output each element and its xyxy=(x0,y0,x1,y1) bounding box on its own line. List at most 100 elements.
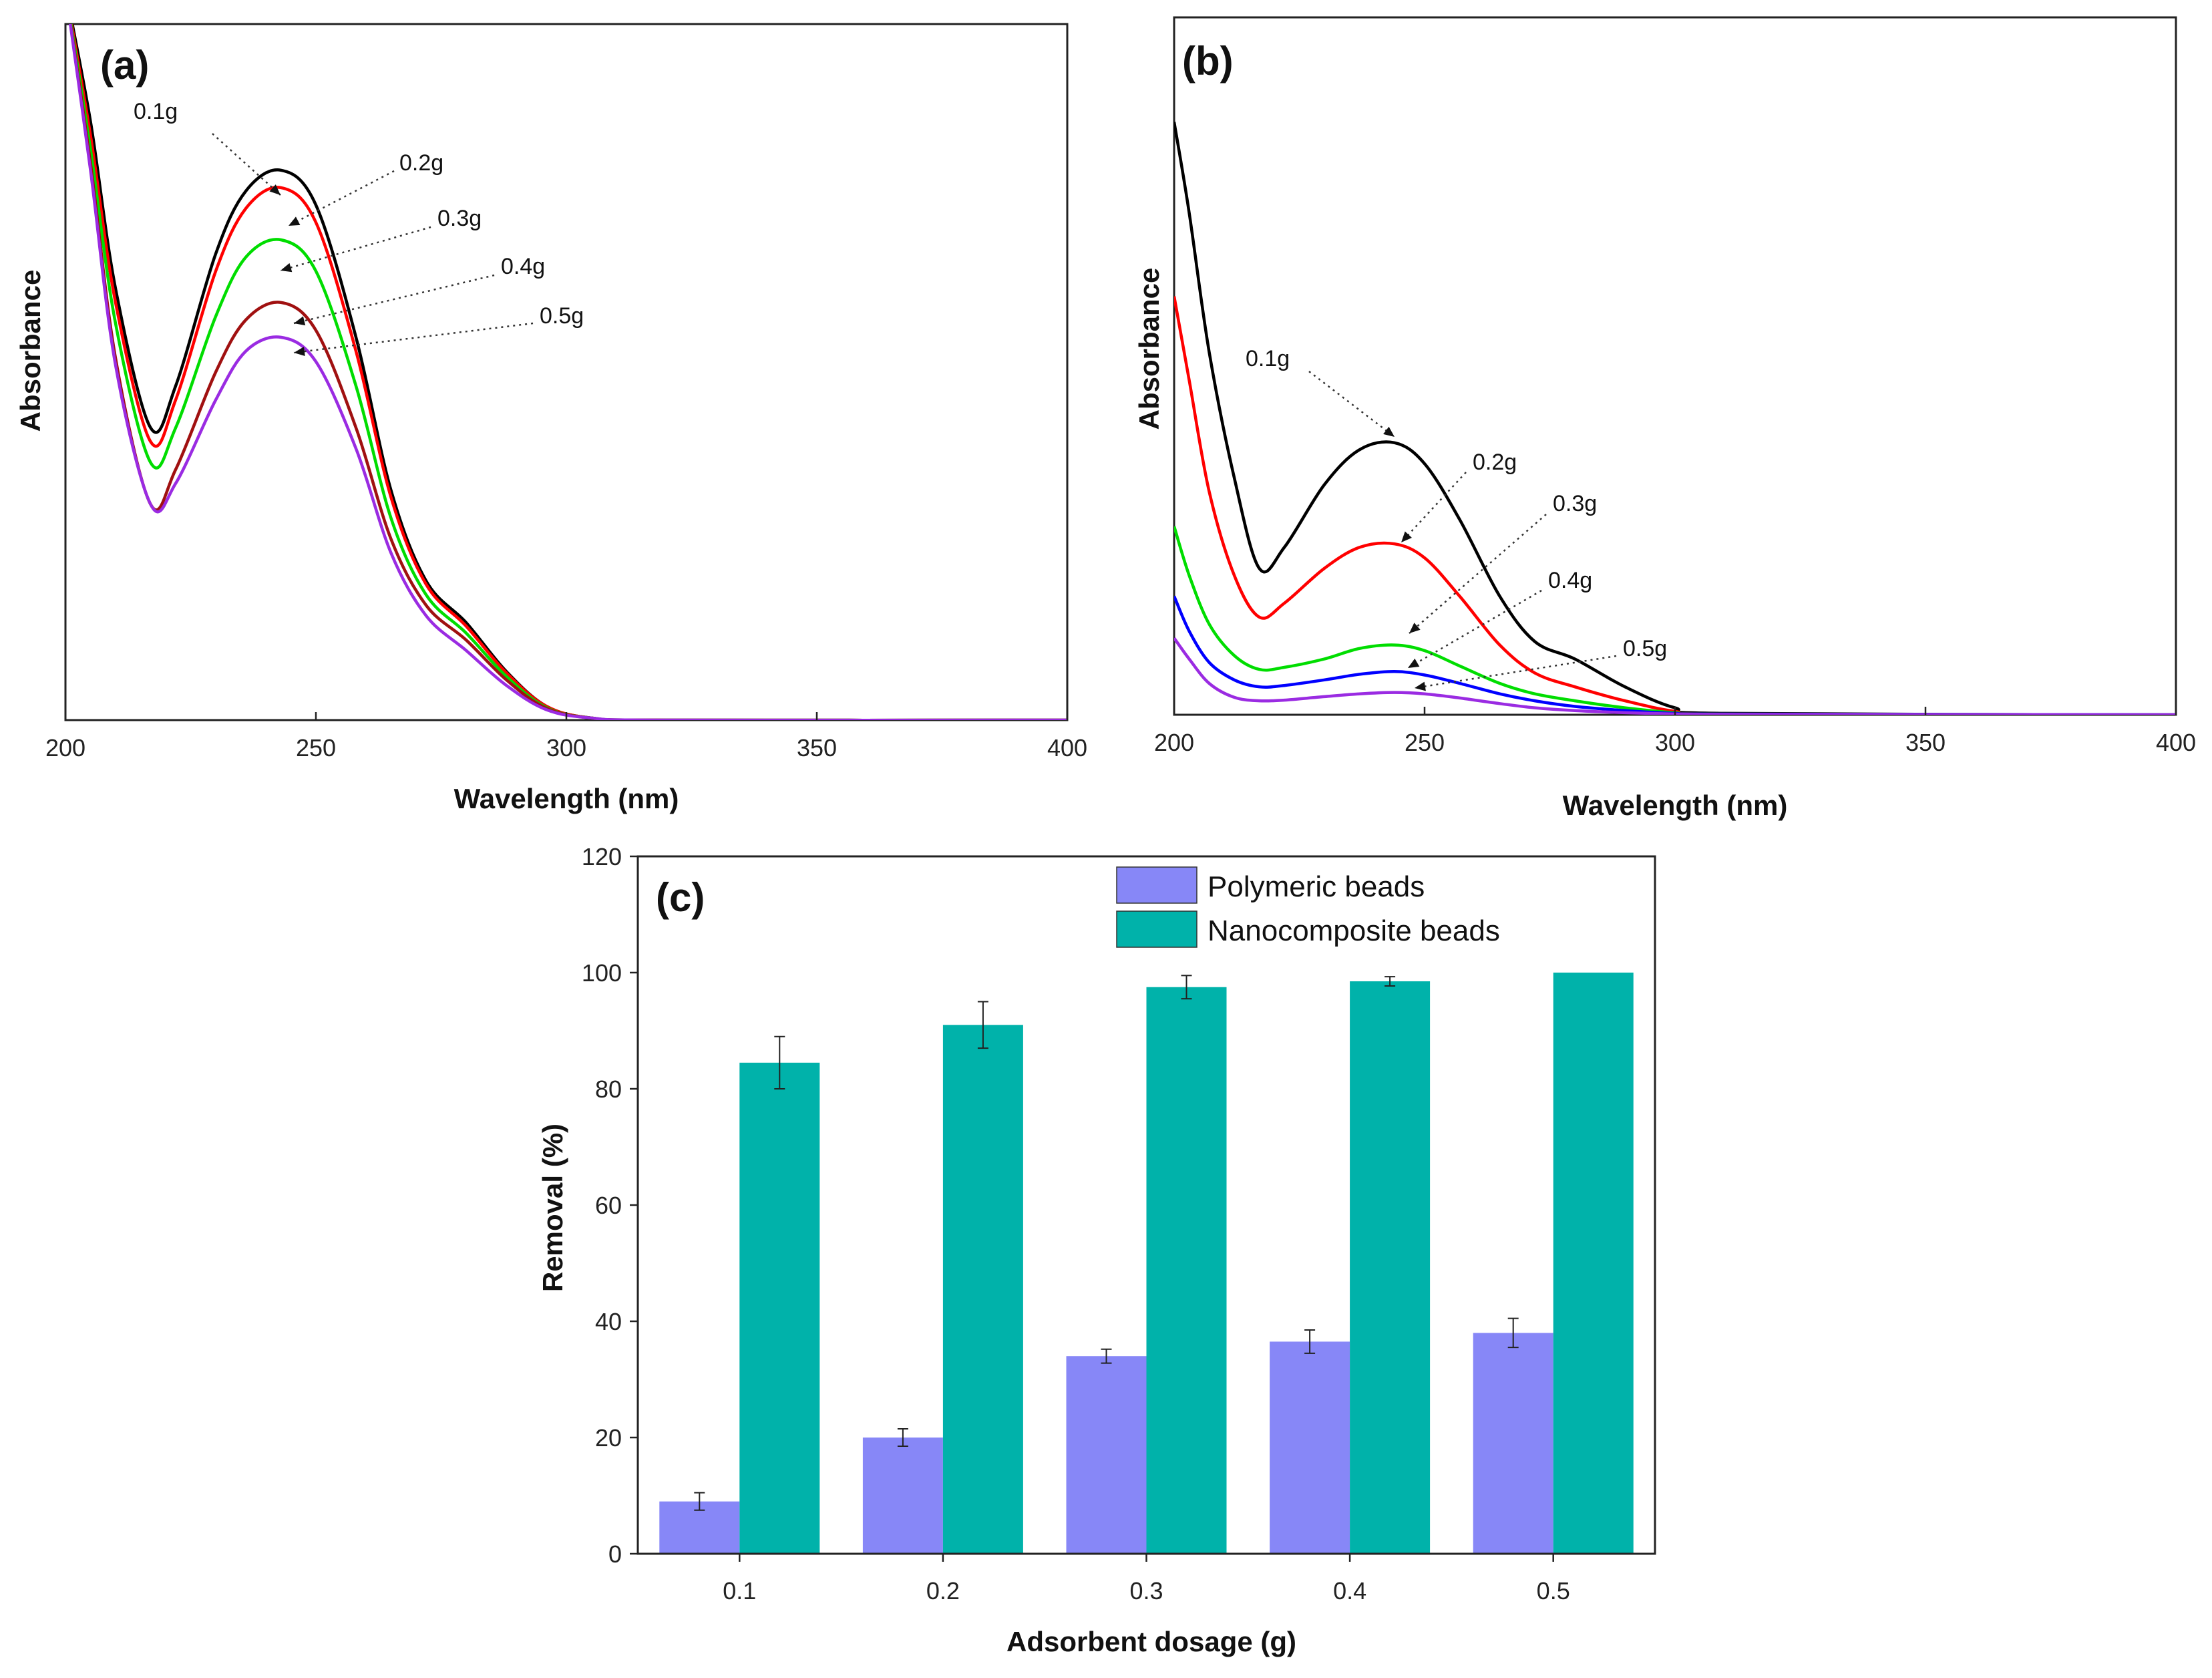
bar-nanocomposite-0.5 xyxy=(1553,973,1634,1554)
x-tick-label: 200 xyxy=(1154,729,1194,756)
panel-b-plot-frame xyxy=(1173,16,2177,716)
series-line-0.1g xyxy=(70,24,1067,720)
panel-a-annotations: 0.1g 0.2g 0.3g 0.4g 0.5g xyxy=(134,99,584,356)
x-tick-label: 0.5 xyxy=(1537,1577,1570,1605)
panel-a-x-axis-label: Wavelength (nm) xyxy=(454,783,679,814)
annotation-arrowhead xyxy=(294,316,306,326)
annotation-0.1g: 0.1g xyxy=(1246,346,1290,371)
panel-c-label: (c) xyxy=(656,875,705,920)
annotation-leader xyxy=(280,226,431,272)
x-tick-label: 400 xyxy=(2156,729,2196,756)
error-bar xyxy=(694,1492,705,1511)
bar-polymeric-0.5 xyxy=(1473,1333,1553,1554)
error-bar xyxy=(1181,975,1192,1000)
panel-c-bars xyxy=(659,973,1634,1554)
error-bar xyxy=(897,1428,908,1448)
annotation-arrowhead xyxy=(269,184,281,195)
panel-c-x-axis-label: Adsorbent dosage (g) xyxy=(1006,1626,1296,1657)
panel-a: 200 250 300 350 400 0.1g 0.2g 0.3g 0.4g 0.5g (a)… xyxy=(15,23,1087,814)
annotation-arrowhead xyxy=(1415,681,1426,691)
panel-a-curves xyxy=(69,24,1067,720)
series-line-0.2g xyxy=(69,24,1067,720)
panel-c-ticks: 0.1 0.2 0.3 0.4 0.5 0 20 40 60 80 100 120 xyxy=(582,843,1570,1605)
x-tick-label: 350 xyxy=(797,734,837,762)
legend-swatch-nanocomposite-beads xyxy=(1116,910,1197,948)
x-tick-label: 400 xyxy=(1047,734,1087,762)
annotation-arrowhead xyxy=(1383,426,1395,437)
annotation-leader xyxy=(288,170,395,227)
annotation-arrowhead xyxy=(289,216,301,226)
error-bar xyxy=(774,1035,785,1089)
legend-label-polymeric-beads: Polymeric beads xyxy=(1208,870,1425,903)
bar-nanocomposite-0.3 xyxy=(1146,987,1227,1554)
error-bar xyxy=(1304,1329,1316,1354)
annotation-leader xyxy=(1401,472,1467,543)
series-line-0.5g xyxy=(69,24,1067,720)
bar-polymeric-0.2 xyxy=(862,1438,943,1554)
bar-nanocomposite-0.4 xyxy=(1350,981,1431,1554)
panel-b-annotations: 0.1g 0.2g 0.3g 0.4g 0.5g xyxy=(1246,346,1667,691)
annotation-0.4g: 0.4g xyxy=(1548,568,1592,593)
legend-swatch-polymeric-beads xyxy=(1116,866,1197,904)
annotation-0.2g: 0.2g xyxy=(399,150,443,176)
x-tick-label: 0.2 xyxy=(926,1577,960,1605)
annotation-0.2g: 0.2g xyxy=(1473,450,1517,475)
error-bar xyxy=(977,1001,988,1049)
panel-a-y-axis-label: Absorbance xyxy=(15,270,46,432)
annotation-arrowhead xyxy=(1408,658,1420,668)
panel-c: 0.1 0.2 0.3 0.4 0.5 0 20 40 60 80 100 120 Polymeric… xyxy=(537,843,1656,1657)
annotation-arrowhead xyxy=(281,263,293,273)
series-line-0.1g xyxy=(1174,122,2176,715)
annotation-arrowhead xyxy=(1401,531,1412,542)
x-tick-label: 250 xyxy=(1405,729,1445,756)
error-bar xyxy=(1101,1348,1112,1364)
bar-polymeric-0.3 xyxy=(1066,1356,1147,1554)
y-tick-label: 0 xyxy=(608,1540,622,1568)
annotation-leader xyxy=(293,274,495,325)
bar-nanocomposite-0.2 xyxy=(942,1025,1023,1554)
series-line-0.3g xyxy=(69,24,1067,720)
annotation-leader xyxy=(1409,514,1547,634)
x-tick-label: 300 xyxy=(1655,729,1695,756)
annotation-leader xyxy=(293,322,534,354)
panel-b-label: (b) xyxy=(1182,39,1234,83)
annotation-0.3g: 0.3g xyxy=(1553,491,1597,516)
annotation-leader xyxy=(1308,371,1395,438)
y-tick-label: 20 xyxy=(595,1424,622,1452)
panel-a-label: (a) xyxy=(100,43,149,88)
annotation-0.5g: 0.5g xyxy=(1623,636,1667,661)
y-tick-label: 80 xyxy=(595,1075,622,1103)
panel-a-x-ticks: 200 250 300 350 400 xyxy=(45,712,1087,762)
error-bar xyxy=(1507,1317,1519,1349)
series-line-0.4g xyxy=(69,24,1067,720)
bar-polymeric-0.4 xyxy=(1270,1341,1350,1554)
x-tick-label: 250 xyxy=(296,734,336,762)
legend-label-nanocomposite-beads: Nanocomposite beads xyxy=(1208,914,1500,947)
y-tick-label: 120 xyxy=(582,843,622,870)
series-line-0.2g xyxy=(1174,296,2176,715)
x-tick-label: 300 xyxy=(546,734,586,762)
error-bar xyxy=(1385,976,1396,987)
annotation-0.3g: 0.3g xyxy=(437,206,482,231)
x-tick-label: 350 xyxy=(1905,729,1946,756)
annotation-leader xyxy=(1407,589,1542,669)
y-tick-label: 100 xyxy=(582,959,622,987)
annotation-arrowhead xyxy=(294,347,305,356)
panel-b-curves xyxy=(1174,122,2176,715)
x-tick-label: 200 xyxy=(45,734,85,762)
series-line-0.5g xyxy=(1174,637,2176,715)
annotation-0.5g: 0.5g xyxy=(540,303,584,329)
annotation-0.1g: 0.1g xyxy=(134,99,178,124)
annotation-arrowhead xyxy=(1409,623,1421,633)
annotation-leader xyxy=(212,133,281,196)
annotation-0.4g: 0.4g xyxy=(501,254,545,279)
panel-c-y-axis-label: Removal (%) xyxy=(537,1124,568,1292)
series-line-0.3g xyxy=(1174,526,2176,715)
x-tick-label: 0.3 xyxy=(1129,1577,1163,1605)
panel-b-y-axis-label: Absorbance xyxy=(1133,268,1165,430)
y-tick-label: 60 xyxy=(595,1192,622,1219)
panel-b-x-ticks: 200 250 300 350 400 xyxy=(1154,707,2196,756)
panel-b: 200 250 300 350 400 0.1g 0.2g 0.3g 0.4g 0.5g (b)… xyxy=(1133,16,2196,821)
panel-c-legend: Polymeric beads Nanocomposite beads xyxy=(1116,866,1500,948)
